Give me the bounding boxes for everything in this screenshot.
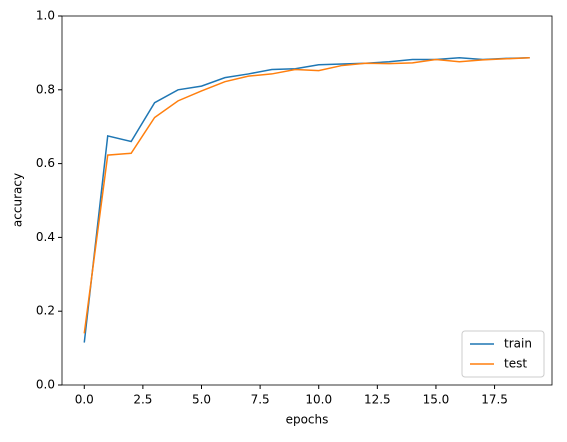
x-tick-label: 5.0 bbox=[192, 393, 211, 407]
x-tick-label: 2.5 bbox=[133, 393, 152, 407]
y-tick-label: 1.0 bbox=[36, 9, 55, 23]
x-tick-label: 12.5 bbox=[364, 393, 391, 407]
x-tick-label: 7.5 bbox=[251, 393, 270, 407]
x-tick-label: 10.0 bbox=[305, 393, 332, 407]
y-tick-label: 0.0 bbox=[36, 378, 55, 392]
y-tick-label: 0.8 bbox=[36, 82, 55, 96]
legend-box bbox=[461, 330, 545, 378]
x-tick-label: 15.0 bbox=[423, 393, 450, 407]
x-tick-label: 17.5 bbox=[481, 393, 508, 407]
x-axis-label: epochs bbox=[286, 413, 329, 427]
plot-frame bbox=[61, 15, 553, 386]
y-axis-label: accuracy bbox=[11, 173, 25, 227]
x-tick-label: 0.0 bbox=[75, 393, 94, 407]
y-tick-label: 0.6 bbox=[36, 156, 55, 170]
legend-label: test bbox=[504, 357, 527, 371]
line-series bbox=[83, 56, 530, 343]
y-tick-label: 0.2 bbox=[36, 304, 55, 318]
legend-label: train bbox=[504, 337, 532, 351]
line-series bbox=[83, 56, 530, 334]
y-tick-label: 0.4 bbox=[36, 230, 55, 244]
